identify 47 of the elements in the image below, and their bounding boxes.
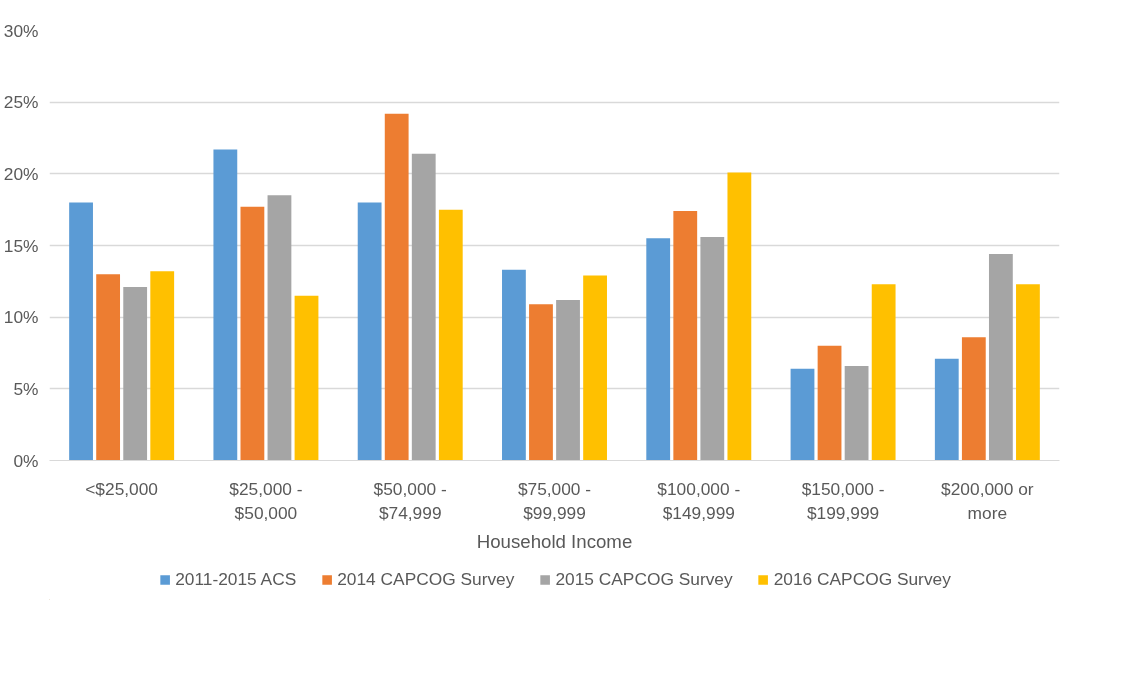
y-tick-label: 25% <box>3 92 39 113</box>
bar <box>240 206 265 461</box>
bar <box>357 202 382 461</box>
y-tick-label: 10% <box>3 307 39 328</box>
x-tick-label: $200,000 or more <box>941 478 1034 523</box>
bar <box>727 172 752 461</box>
bar <box>790 368 815 461</box>
y-tick-label: 30% <box>3 20 39 41</box>
bar <box>267 195 292 461</box>
x-tick-label: $150,000 - $199,999 <box>801 478 885 523</box>
legend-label: 2014 CAPCOG Survey <box>337 568 515 590</box>
x-tick-label: $100,000 - $149,999 <box>657 478 741 523</box>
bar <box>123 287 148 461</box>
bar <box>646 238 671 461</box>
x-tick-label: $75,000 - $99,999 <box>517 478 592 523</box>
bar <box>69 202 93 461</box>
x-axis-title: Household Income <box>476 530 633 552</box>
y-tick-label: 5% <box>13 378 39 399</box>
legend-label: 2016 CAPCOG Survey <box>773 568 951 590</box>
bar <box>529 304 553 461</box>
bar <box>502 269 526 461</box>
bar <box>1016 284 1040 461</box>
bar <box>384 113 409 461</box>
bar <box>438 209 463 461</box>
bar <box>294 295 319 461</box>
bar <box>411 153 436 461</box>
bar <box>556 299 580 461</box>
x-tick-label: <$25,000 <box>85 478 159 499</box>
bar <box>844 365 869 461</box>
bar <box>988 254 1013 461</box>
y-tick-label: 20% <box>3 163 39 184</box>
bar <box>583 275 607 461</box>
bar <box>871 284 896 461</box>
legend-label: 2015 CAPCOG Survey <box>555 568 733 590</box>
bar <box>700 236 725 461</box>
x-tick-label: $25,000 - $50,000 <box>229 478 303 523</box>
bar <box>96 274 121 461</box>
bar <box>961 337 986 461</box>
bar <box>934 358 959 461</box>
y-tick-label: 15% <box>3 235 39 256</box>
bar <box>150 271 175 461</box>
x-tick-label: $50,000 - $74,999 <box>373 478 447 523</box>
bar <box>213 149 238 461</box>
y-tick-label: 0% <box>13 450 39 471</box>
bar <box>673 211 698 461</box>
legend-label: 2011-2015 ACS <box>175 568 297 590</box>
bar <box>817 345 842 461</box>
